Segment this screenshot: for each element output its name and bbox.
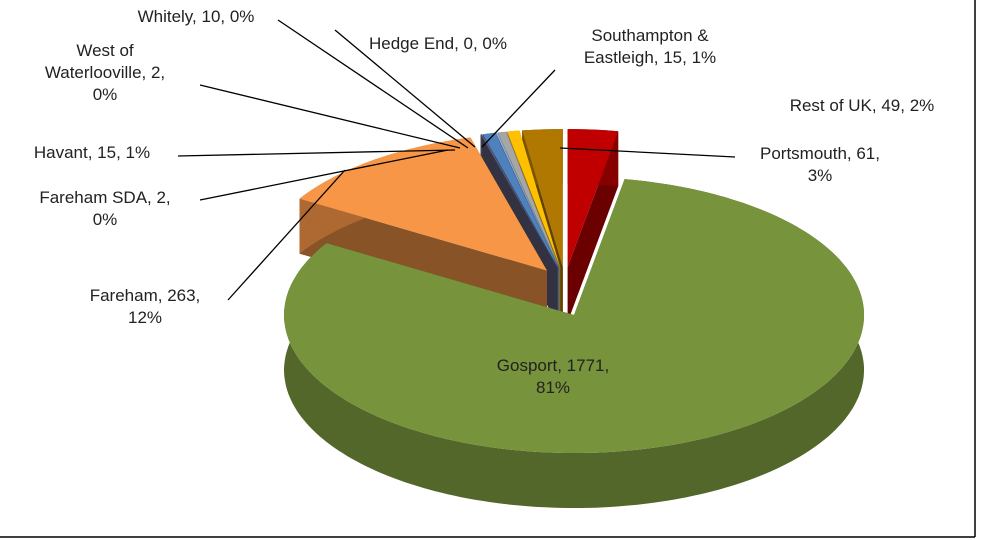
pie — [284, 129, 864, 508]
data-label: Southampton & Eastleigh, 15, 1% — [583, 26, 717, 67]
pie-slice — [299, 137, 547, 326]
leader-line — [199, 84, 461, 149]
data-label: Hedge End, 0, 0% — [369, 34, 507, 53]
leader-line — [227, 169, 346, 301]
leader-line — [559, 147, 736, 158]
pie-slice — [567, 129, 619, 323]
slice-top — [522, 129, 563, 267]
data-label: Havant, 15, 1% — [33, 143, 151, 162]
slice-top — [299, 137, 547, 271]
data-label: West of Waterlooville, 2, 0% — [44, 41, 166, 104]
data-label: Portsmouth, 61, 3% — [759, 144, 880, 185]
data-label: Whitely, 10, 0% — [137, 7, 255, 26]
leader-lines — [177, 19, 736, 301]
slice-top — [495, 132, 559, 268]
leader-line — [177, 149, 456, 157]
leader-line — [481, 69, 556, 148]
data-label: Fareham, 263, 12% — [89, 286, 201, 327]
slice-top — [507, 130, 561, 268]
data-label: Gosport, 1771, 81% — [496, 356, 610, 397]
slice-top — [480, 134, 558, 268]
slice-top — [483, 132, 558, 268]
leader-line — [334, 29, 476, 148]
data-label: Fareham SDA, 2, 0% — [39, 188, 171, 229]
leader-line — [277, 19, 469, 149]
slice-top — [497, 131, 560, 268]
slice-top — [567, 129, 619, 268]
data-label: Rest of UK, 49, 2% — [789, 96, 935, 115]
leader-line — [199, 149, 449, 201]
slice-top — [284, 179, 864, 453]
pie-slice — [284, 179, 864, 508]
